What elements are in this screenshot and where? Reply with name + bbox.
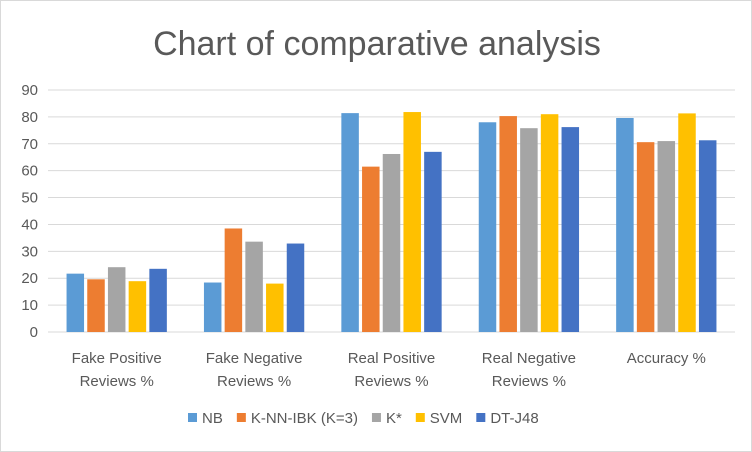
y-tick-label: 70 [21, 136, 38, 153]
legend-swatch [415, 413, 425, 422]
bar [520, 128, 538, 332]
bar [561, 127, 580, 333]
x-axis-categories: Fake Positive Reviews % Fake Negative Revie… [72, 350, 706, 390]
bar [403, 112, 421, 332]
y-tick-label: 0 [30, 324, 38, 341]
bar [66, 273, 85, 332]
bar [362, 166, 380, 332]
legend-swatch [476, 413, 486, 422]
bar [678, 113, 696, 332]
y-tick-label: 80 [21, 109, 38, 126]
bar [499, 116, 517, 333]
bar [698, 140, 717, 332]
x-category-label: Accuracy % [627, 350, 706, 367]
y-tick-label: 90 [21, 82, 38, 99]
x-category-label: Fake Positive Reviews % [72, 350, 162, 390]
bar [286, 243, 305, 332]
bar [128, 281, 147, 332]
bar [341, 113, 359, 332]
y-tick-label: 10 [21, 297, 38, 314]
bar [478, 122, 497, 333]
y-tick-label: 30 [21, 243, 38, 260]
legend-swatch [188, 413, 197, 422]
bar [636, 142, 655, 332]
y-tick-label: 40 [21, 216, 38, 233]
legend-label: K* [386, 410, 402, 427]
legend: NB K-NN-IBK (K=3) K* SVM DT-J48 [188, 410, 539, 427]
bar [540, 114, 559, 332]
bar [616, 117, 634, 332]
bar [382, 153, 401, 332]
y-axis-ticks: 0 10 20 30 40 50 60 70 80 90 [21, 82, 38, 341]
bar [424, 151, 442, 332]
legend-label: SVM [430, 410, 463, 427]
y-tick-label: 60 [21, 163, 38, 180]
bar [245, 241, 263, 332]
legend-label: DT-J48 [490, 410, 538, 427]
chart-title: Chart of comparative analysis [153, 25, 601, 63]
legend-item: K-NN-IBK (K=3) [236, 410, 358, 427]
y-tick-label: 50 [21, 190, 38, 207]
x-category-label: Real Positive Reviews % [348, 350, 436, 390]
bar [266, 283, 284, 332]
bars [66, 112, 717, 333]
legend-item: K* [371, 410, 402, 427]
legend-item: DT-J48 [476, 410, 539, 427]
legend-swatch [371, 413, 381, 422]
bar [107, 267, 126, 332]
bar [224, 228, 243, 332]
y-tick-label: 20 [21, 270, 38, 287]
x-category-label: Fake Negative Reviews % [206, 350, 303, 390]
x-category-label: Real Negative Reviews % [482, 350, 576, 390]
bar [657, 141, 676, 332]
legend-label: NB [202, 410, 223, 427]
bar [203, 282, 222, 332]
legend-label: K-NN-IBK (K=3) [251, 410, 358, 427]
legend-item: SVM [415, 410, 463, 427]
bar [149, 268, 167, 332]
legend-swatch [236, 413, 246, 422]
bar [87, 279, 105, 332]
legend-item: NB [188, 410, 223, 427]
